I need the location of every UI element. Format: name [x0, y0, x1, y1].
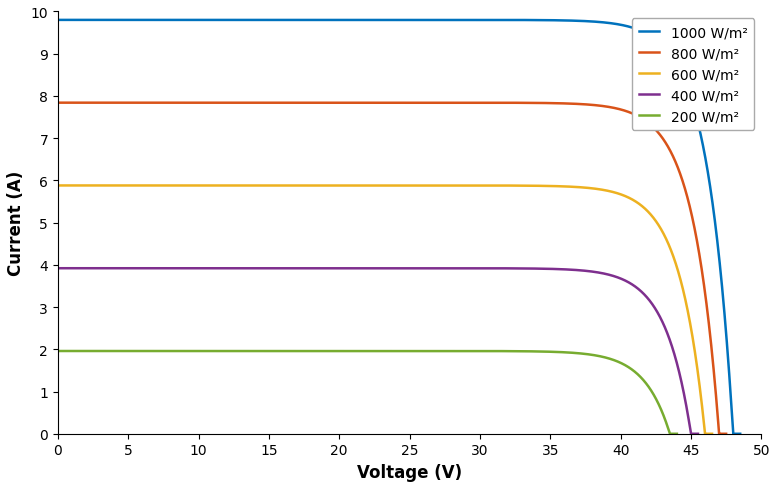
200 W/m²	[282, 348, 291, 354]
1000 W/m²	[602, 21, 611, 27]
400 W/m²	[425, 266, 434, 272]
400 W/m²	[686, 431, 695, 437]
400 W/m²	[601, 271, 610, 277]
400 W/m²	[179, 266, 189, 272]
X-axis label: Voltage (V): Voltage (V)	[357, 463, 462, 481]
400 W/m²	[167, 266, 176, 272]
400 W/m²	[138, 266, 147, 272]
800 W/m²	[352, 101, 361, 106]
200 W/m²	[665, 431, 674, 437]
800 W/m²	[440, 101, 449, 106]
800 W/m²	[722, 431, 731, 437]
1000 W/m²	[237, 18, 246, 24]
800 W/m²	[312, 101, 322, 106]
600 W/m²	[589, 186, 598, 192]
Line: 200 W/m²: 200 W/m²	[57, 351, 677, 434]
200 W/m²	[202, 348, 211, 354]
400 W/m²	[53, 266, 62, 272]
Line: 800 W/m²: 800 W/m²	[57, 103, 726, 434]
200 W/m²	[53, 348, 62, 354]
800 W/m²	[206, 101, 215, 106]
200 W/m²	[76, 348, 85, 354]
800 W/m²	[582, 102, 591, 108]
1000 W/m²	[610, 22, 619, 28]
Line: 400 W/m²: 400 W/m²	[57, 269, 698, 434]
1000 W/m²	[729, 431, 738, 437]
600 W/m²	[701, 431, 710, 437]
600 W/m²	[465, 183, 475, 189]
800 W/m²	[715, 431, 724, 437]
800 W/m²	[529, 101, 538, 106]
400 W/m²	[423, 266, 433, 272]
Legend: 1000 W/m², 800 W/m², 600 W/m², 400 W/m², 200 W/m²: 1000 W/m², 800 W/m², 600 W/m², 400 W/m²,…	[632, 20, 754, 131]
600 W/m²	[375, 183, 385, 189]
800 W/m²	[53, 101, 62, 106]
200 W/m²	[66, 348, 75, 354]
400 W/m²	[693, 431, 702, 437]
1000 W/m²	[53, 18, 62, 24]
600 W/m²	[707, 431, 716, 437]
Y-axis label: Current (A): Current (A)	[7, 171, 25, 276]
600 W/m²	[410, 183, 420, 189]
200 W/m²	[262, 348, 271, 354]
200 W/m²	[672, 431, 681, 437]
600 W/m²	[53, 183, 62, 189]
600 W/m²	[263, 183, 272, 189]
1000 W/m²	[72, 18, 82, 24]
1000 W/m²	[736, 431, 745, 437]
600 W/m²	[287, 183, 297, 189]
Line: 600 W/m²: 600 W/m²	[57, 186, 712, 434]
Line: 1000 W/m²: 1000 W/m²	[57, 21, 740, 434]
1000 W/m²	[452, 18, 462, 24]
200 W/m²	[182, 348, 191, 354]
1000 W/m²	[254, 18, 263, 24]
